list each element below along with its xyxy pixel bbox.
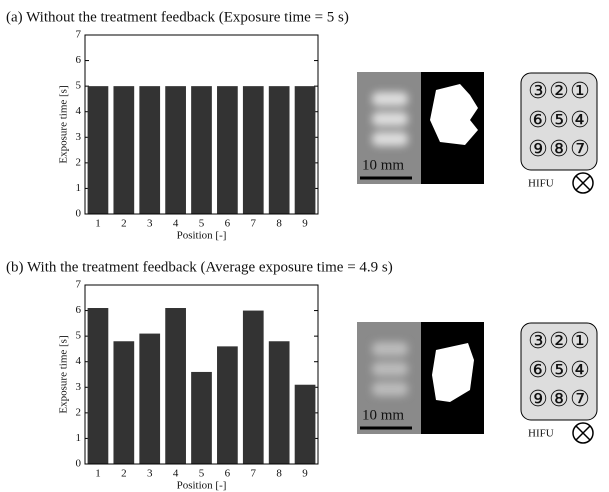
element-label: ② [549, 329, 569, 354]
y-tick-label: 2 [76, 406, 82, 418]
y-tick-label: 5 [76, 330, 82, 342]
element-label: ⑦ [570, 137, 590, 162]
element-label: ⑥ [528, 108, 548, 133]
y-axis-label: Exposure time [s] [58, 85, 70, 163]
lesion-glow [372, 342, 408, 396]
y-tick-label: 7 [76, 279, 82, 291]
element-label: ④ [570, 358, 590, 383]
element-label: ⑨ [528, 137, 548, 162]
x-tick-label: 9 [302, 468, 308, 480]
hifu-label: HIFU [528, 428, 554, 440]
y-tick-label: 0 [76, 208, 82, 220]
chart-title: (a) Without the treatment feedback (Expo… [6, 9, 349, 25]
x-tick-label: 6 [225, 218, 231, 230]
bar [165, 308, 186, 464]
bar [295, 86, 316, 214]
x-tick-label: 5 [199, 468, 205, 480]
bar [88, 86, 109, 214]
bar [113, 341, 134, 464]
figure: (a) Without the treatment feedback (Expo… [0, 0, 609, 492]
y-tick-label: 0 [76, 458, 82, 470]
bar [191, 372, 212, 464]
element-label: ⑧ [549, 137, 569, 162]
y-tick-label: 5 [76, 80, 82, 92]
element-label: ⑤ [549, 358, 569, 383]
bar [243, 311, 264, 464]
y-tick-label: 1 [76, 182, 82, 194]
y-tick-label: 4 [76, 355, 82, 367]
hifu-cross [576, 426, 590, 440]
bar [88, 308, 109, 464]
hifu-label: HIFU [528, 178, 554, 190]
lesion [372, 362, 408, 376]
y-tick-label: 6 [76, 54, 82, 66]
element-label: ③ [528, 329, 548, 354]
element-label: ⑥ [528, 358, 548, 383]
lesion [372, 342, 408, 356]
x-tick-label: 7 [251, 468, 257, 480]
element-label: ⑧ [549, 387, 569, 412]
lesion [372, 382, 408, 396]
x-tick-label: 4 [173, 468, 179, 480]
element-label: ⑨ [528, 387, 548, 412]
bar [165, 86, 186, 214]
y-tick-label: 3 [76, 381, 82, 393]
element-label: ⑦ [570, 387, 590, 412]
bar [243, 86, 264, 214]
x-tick-label: 6 [225, 468, 231, 480]
scale-label: 10 mm [362, 407, 404, 423]
element-label: ④ [570, 108, 590, 133]
hifu-cross [576, 176, 590, 190]
chart-title: (b) With the treatment feedback (Average… [6, 259, 393, 275]
y-tick-label: 1 [76, 432, 82, 444]
bar [139, 334, 160, 464]
x-axis-label: Position [-] [177, 230, 227, 242]
lesion-glow [372, 92, 408, 146]
bar [269, 86, 290, 214]
bar [217, 86, 238, 214]
x-tick-label: 2 [121, 218, 127, 230]
lesion [372, 132, 408, 146]
x-tick-label: 1 [95, 468, 101, 480]
element-label: ② [549, 79, 569, 104]
x-tick-label: 3 [147, 218, 153, 230]
element-label: ③ [528, 79, 548, 104]
y-axis-label: Exposure time [s] [58, 335, 70, 413]
x-tick-label: 7 [251, 218, 257, 230]
bar [217, 346, 238, 464]
y-tick-label: 7 [76, 29, 82, 41]
lesion [372, 92, 408, 106]
scale-label: 10 mm [362, 157, 404, 173]
element-label: ① [570, 329, 590, 354]
y-tick-label: 2 [76, 156, 82, 168]
y-tick-label: 4 [76, 105, 82, 117]
bar [191, 86, 212, 214]
x-tick-label: 3 [147, 468, 153, 480]
x-tick-label: 1 [95, 218, 101, 230]
bar [295, 385, 316, 464]
bar [139, 86, 160, 214]
y-tick-label: 3 [76, 131, 82, 143]
x-tick-label: 5 [199, 218, 205, 230]
x-tick-label: 9 [302, 218, 308, 230]
element-label: ⑤ [549, 108, 569, 133]
x-axis-label: Position [-] [177, 480, 227, 492]
x-tick-label: 8 [276, 218, 282, 230]
bar [113, 86, 134, 214]
bar [269, 341, 290, 464]
lesion [372, 112, 408, 126]
x-tick-label: 4 [173, 218, 179, 230]
x-tick-label: 8 [276, 468, 282, 480]
x-tick-label: 2 [121, 468, 127, 480]
y-tick-label: 6 [76, 304, 82, 316]
element-label: ① [570, 79, 590, 104]
